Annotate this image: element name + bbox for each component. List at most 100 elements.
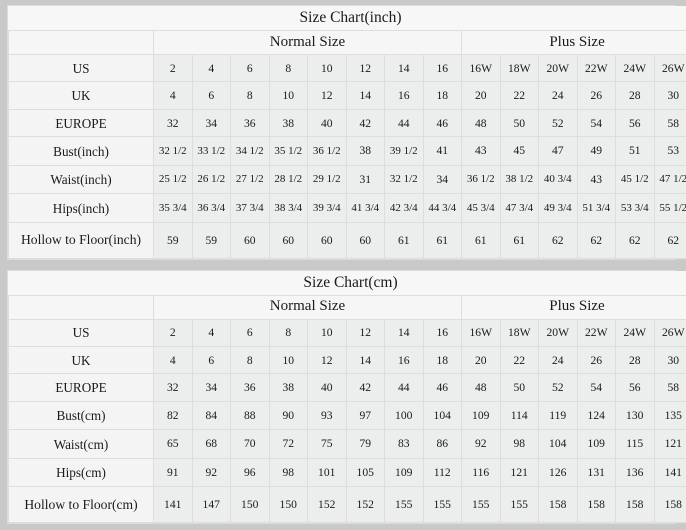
data-cell: 8 — [268, 53, 308, 83]
data-cell: 16W — [461, 318, 501, 347]
data-cell: 62 — [653, 221, 686, 259]
data-cell: 43 — [576, 164, 616, 195]
data-cell: 92 — [461, 429, 501, 459]
group-header-blank — [8, 30, 154, 55]
data-cell: 12 — [345, 318, 385, 347]
data-cell: 44 3/4 — [422, 193, 462, 223]
data-cell: 61 — [461, 221, 501, 259]
size-chart-inch: Size Chart(inch) Normal Size Plus Size US 2 4… — [7, 5, 686, 260]
data-cell: 24W — [615, 53, 655, 83]
row-label: Hips(cm) — [8, 457, 154, 488]
data-cell: 26 — [576, 81, 616, 110]
data-cell: 36 3/4 — [191, 193, 231, 223]
data-cell: 98 — [499, 429, 539, 459]
data-cell: 16 — [384, 345, 424, 375]
data-cell: 8 — [230, 81, 270, 110]
data-cell: 39 3/4 — [307, 193, 347, 223]
data-cell: 34 1/2 — [230, 136, 270, 166]
data-cell: 25 1/2 — [153, 164, 193, 195]
data-cell: 150 — [268, 486, 308, 523]
data-cell: 84 — [191, 400, 231, 431]
data-cell: 60 — [268, 221, 308, 259]
data-cell: 141 — [653, 457, 686, 488]
data-cell: 68 — [191, 429, 231, 459]
data-cell: 72 — [268, 429, 308, 459]
data-cell: 34 — [191, 108, 231, 138]
data-cell: 12 — [345, 53, 385, 83]
data-cell: 60 — [307, 221, 347, 259]
data-cell: 28 1/2 — [268, 164, 308, 195]
data-cell: 36 1/2 — [461, 164, 501, 195]
data-cell: 6 — [191, 345, 231, 375]
data-cell: 16W — [461, 53, 501, 83]
data-cell: 26 — [576, 345, 616, 375]
data-cell: 54 — [576, 373, 616, 402]
data-cell: 75 — [307, 429, 347, 459]
data-cell: 136 — [615, 457, 655, 488]
data-cell: 36 1/2 — [307, 136, 347, 166]
data-cell: 61 — [384, 221, 424, 259]
data-cell: 44 — [384, 108, 424, 138]
data-cell: 50 — [499, 108, 539, 138]
data-cell: 47 3/4 — [499, 193, 539, 223]
data-cell: 16 — [422, 53, 462, 83]
data-cell: 93 — [307, 400, 347, 431]
data-cell: 60 — [230, 221, 270, 259]
data-cell: 155 — [422, 486, 462, 523]
data-cell: 49 — [576, 136, 616, 166]
row-label: US — [8, 53, 154, 83]
size-chart-cm: Size Chart(cm) Normal Size Plus Size US 2 4 6 8… — [7, 269, 686, 524]
data-cell: 119 — [538, 400, 578, 431]
data-cell: 41 3/4 — [345, 193, 385, 223]
data-cell: 42 — [345, 373, 385, 402]
data-cell: 109 — [461, 400, 501, 431]
group-header-blank — [8, 294, 154, 320]
data-cell: 147 — [191, 486, 231, 523]
data-cell: 24 — [538, 81, 578, 110]
data-cell: 10 — [268, 345, 308, 375]
data-cell: 34 — [191, 373, 231, 402]
data-cell: 2 — [153, 318, 193, 347]
data-cell: 45 3/4 — [461, 193, 501, 223]
data-cell: 6 — [230, 318, 270, 347]
data-cell: 96 — [230, 457, 270, 488]
data-cell: 38 1/2 — [499, 164, 539, 195]
data-cell: 45 1/2 — [615, 164, 655, 195]
data-cell: 20W — [538, 53, 578, 83]
data-cell: 104 — [422, 400, 462, 431]
row-label: Bust(inch) — [8, 136, 154, 166]
data-cell: 90 — [268, 400, 308, 431]
data-cell: 31 — [345, 164, 385, 195]
data-cell: 158 — [653, 486, 686, 523]
data-cell: 16 — [384, 81, 424, 110]
data-cell: 40 — [307, 373, 347, 402]
data-cell: 38 3/4 — [268, 193, 308, 223]
data-cell: 4 — [153, 345, 193, 375]
data-cell: 24 — [538, 345, 578, 375]
table-row: EUROPE 32 34 36 38 40 42 44 46 48 50 52 54 56 58 — [8, 373, 686, 402]
data-cell: 4 — [191, 318, 231, 347]
table-row: Hips(inch) 35 3/4 36 3/4 37 3/4 38 3/4 39 3/4… — [8, 193, 686, 223]
data-cell: 26W — [653, 53, 686, 83]
data-cell: 97 — [345, 400, 385, 431]
group-header: Normal Size — [153, 30, 462, 55]
data-cell: 54 — [576, 108, 616, 138]
data-cell: 2 — [153, 53, 193, 83]
table-row: UK 4 6 8 10 12 14 16 18 20 22 24 26 28 30 — [8, 345, 686, 375]
data-cell: 32 — [153, 108, 193, 138]
data-cell: 10 — [268, 81, 308, 110]
data-cell: 59 — [191, 221, 231, 259]
data-cell: 46 — [422, 373, 462, 402]
data-cell: 79 — [345, 429, 385, 459]
data-cell: 141 — [153, 486, 193, 523]
row-label: US — [8, 318, 154, 347]
data-cell: 51 — [615, 136, 655, 166]
data-cell: 152 — [307, 486, 347, 523]
table-row: US 2 4 6 8 10 12 14 16 16W 18W 20W 22W 24W 26W — [8, 318, 686, 347]
data-cell: 14 — [384, 318, 424, 347]
data-cell: 52 — [538, 373, 578, 402]
data-cell: 18W — [499, 318, 539, 347]
data-cell: 53 — [653, 136, 686, 166]
data-cell: 46 — [422, 108, 462, 138]
data-cell: 4 — [153, 81, 193, 110]
